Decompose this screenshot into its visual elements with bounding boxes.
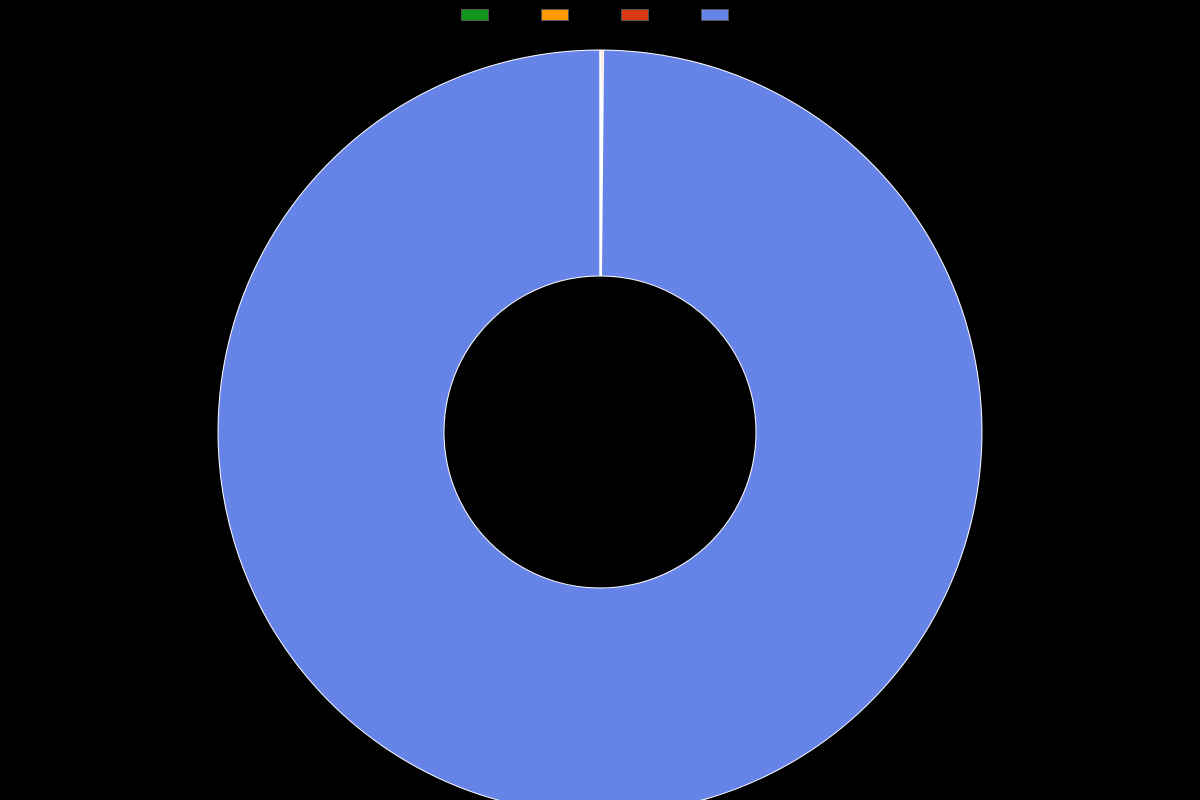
legend-item-3[interactable] bbox=[701, 8, 739, 22]
legend bbox=[0, 8, 1200, 22]
legend-item-1[interactable] bbox=[541, 8, 579, 22]
legend-swatch-0 bbox=[461, 9, 489, 21]
legend-label-0 bbox=[495, 8, 499, 22]
legend-swatch-3 bbox=[701, 9, 729, 21]
legend-label-3 bbox=[735, 8, 739, 22]
legend-item-2[interactable] bbox=[621, 8, 659, 22]
legend-item-0[interactable] bbox=[461, 8, 499, 22]
legend-label-2 bbox=[655, 8, 659, 22]
legend-swatch-1 bbox=[541, 9, 569, 21]
chart-container bbox=[0, 0, 1200, 800]
donut-chart bbox=[216, 48, 984, 800]
legend-label-1 bbox=[575, 8, 579, 22]
legend-swatch-2 bbox=[621, 9, 649, 21]
